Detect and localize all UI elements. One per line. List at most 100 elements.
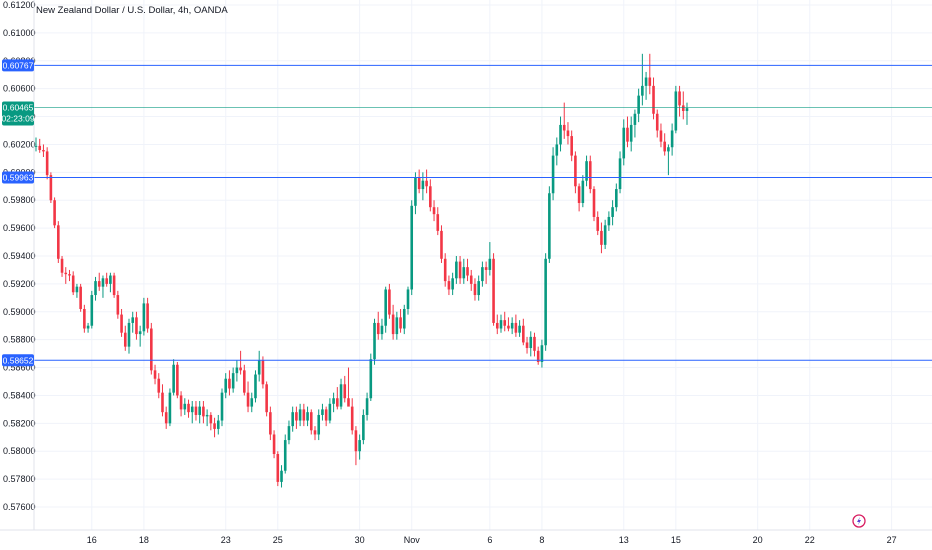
candle-body bbox=[626, 127, 629, 142]
candle-body bbox=[220, 392, 224, 421]
candle bbox=[250, 392, 254, 413]
grid-layer bbox=[34, 0, 932, 530]
candle-body bbox=[109, 275, 112, 284]
candle bbox=[414, 172, 417, 215]
candle-body bbox=[53, 200, 56, 226]
candle bbox=[469, 269, 473, 291]
candle bbox=[600, 222, 603, 254]
candle-body bbox=[436, 214, 440, 231]
candle bbox=[652, 77, 655, 120]
candle bbox=[618, 151, 622, 194]
candle-body bbox=[269, 412, 272, 435]
candle-body bbox=[388, 289, 391, 315]
x-axis[interactable]: 16 18 23 25 30 Nov 6 8 13 15 20 22 27 bbox=[0, 529, 932, 545]
candle-body bbox=[622, 127, 626, 159]
candle bbox=[551, 147, 555, 201]
candle-body bbox=[97, 281, 101, 287]
x-tick-label: 30 bbox=[355, 535, 365, 545]
candle bbox=[231, 367, 235, 393]
candle-body bbox=[685, 108, 689, 111]
candle-body bbox=[49, 175, 53, 201]
y-tick-label: 0.60200 bbox=[3, 139, 36, 149]
candle-body bbox=[410, 205, 414, 290]
candle bbox=[71, 271, 75, 296]
candle-body bbox=[138, 331, 142, 335]
candle-body bbox=[674, 91, 678, 131]
candle-body bbox=[466, 267, 469, 276]
candle bbox=[254, 370, 257, 403]
candle bbox=[135, 311, 138, 340]
candle bbox=[57, 221, 60, 263]
candle-body bbox=[309, 412, 313, 431]
candle-body bbox=[150, 328, 153, 371]
horizontal-line-price: 0.60767 bbox=[3, 60, 34, 70]
candle bbox=[306, 406, 309, 427]
horizontal-line-badge bbox=[2, 59, 34, 72]
candle-body bbox=[391, 314, 395, 335]
candle bbox=[276, 451, 280, 487]
candle-body bbox=[161, 392, 164, 413]
candle bbox=[317, 409, 321, 441]
candle bbox=[455, 256, 458, 284]
candle-body bbox=[146, 303, 149, 329]
x-tick-label: 25 bbox=[273, 535, 283, 545]
candle-body bbox=[57, 225, 60, 259]
candle bbox=[243, 364, 246, 396]
candle-body bbox=[157, 378, 161, 393]
horizontal-lines[interactable] bbox=[34, 64, 932, 361]
candle-body bbox=[402, 308, 406, 329]
lightning-circle-icon[interactable] bbox=[852, 514, 866, 528]
candle-body bbox=[142, 303, 146, 332]
candle-body bbox=[75, 286, 79, 293]
candle-body bbox=[429, 186, 432, 208]
candle bbox=[164, 406, 168, 429]
candle bbox=[525, 336, 529, 354]
candle bbox=[674, 85, 678, 134]
candle-body bbox=[183, 403, 187, 410]
y-axis[interactable]: 0.612000.610000.608000.606000.604000.602… bbox=[3, 0, 36, 530]
candle-body bbox=[179, 395, 183, 410]
candle bbox=[261, 356, 265, 389]
candle bbox=[265, 381, 268, 417]
candle bbox=[205, 409, 209, 427]
candle bbox=[295, 406, 298, 429]
candle-body bbox=[425, 180, 428, 187]
candle bbox=[391, 304, 395, 340]
candle bbox=[648, 53, 652, 95]
candle-body bbox=[447, 281, 451, 290]
candle-body bbox=[328, 403, 332, 421]
candle-body bbox=[261, 360, 265, 385]
candle-body bbox=[112, 275, 116, 296]
candle bbox=[577, 183, 581, 212]
candle bbox=[611, 200, 614, 226]
candle bbox=[373, 318, 376, 365]
candle-body bbox=[209, 414, 213, 424]
candle bbox=[354, 426, 358, 466]
y-tick-label: 0.58600 bbox=[3, 363, 36, 373]
candle bbox=[86, 322, 90, 333]
candle bbox=[321, 403, 324, 421]
candle-body bbox=[458, 261, 462, 279]
candle bbox=[503, 311, 507, 332]
candle-body bbox=[302, 409, 306, 421]
candle bbox=[473, 278, 477, 301]
y-tick-label: 0.58000 bbox=[3, 446, 36, 456]
candle-body bbox=[336, 398, 339, 407]
candle-body bbox=[90, 295, 94, 326]
candle bbox=[235, 360, 239, 382]
candle bbox=[384, 286, 387, 333]
candle-body bbox=[681, 105, 685, 111]
candle bbox=[622, 119, 626, 166]
y-tick-label: 0.61000 bbox=[3, 28, 36, 38]
candle bbox=[298, 403, 302, 427]
candle-body bbox=[455, 261, 458, 279]
candle bbox=[570, 130, 573, 162]
candle bbox=[291, 406, 294, 432]
candle bbox=[369, 353, 373, 402]
candle bbox=[588, 155, 592, 194]
candle-body bbox=[641, 85, 644, 96]
candle-body bbox=[629, 124, 633, 142]
candle-body bbox=[581, 180, 585, 204]
